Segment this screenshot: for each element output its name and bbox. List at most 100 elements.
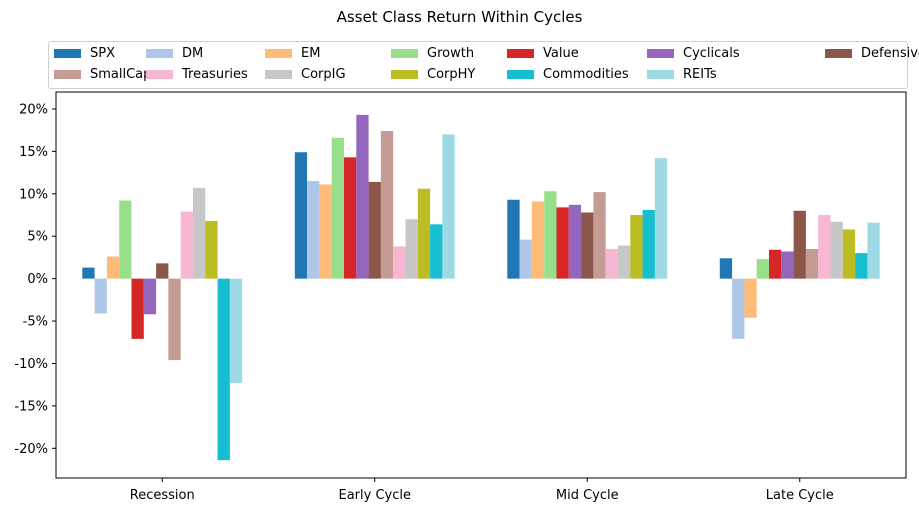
bar-dm-recession [94,278,107,314]
y-tick-label: -20% [14,442,48,457]
bar-defensives-late-cycle [793,210,806,279]
bars-group [82,114,880,461]
legend-label: Commodities [543,67,629,82]
bar-em-late-cycle [744,278,757,318]
legend-swatch [391,70,418,79]
legend-item-cyclicals: Cyclicals [647,46,740,61]
axes-group: -20% -15% -10% -5% 0% 5% 10% 15% 20% Recession Ear… [14,91,907,503]
bar-corpig-early-cycle [405,219,418,279]
bar-commodities-recession [217,278,230,461]
bar-dm-mid-cycle [519,239,532,279]
legend-swatch [391,49,418,58]
bar-value-recession [131,278,144,339]
bar-cyclicals-mid-cycle [568,204,582,279]
bar-value-early-cycle [344,157,357,279]
legend-label: EM [301,46,321,61]
legend-label: Cyclicals [683,46,740,61]
bar-growth-late-cycle [756,259,769,279]
legend-label: SmallCap [90,67,152,82]
bar-reits-recession [229,278,243,383]
legend-label: DM [182,46,204,61]
legend-item-reits: REITs [647,67,717,82]
bar-em-early-cycle [319,184,332,279]
bar-corpig-mid-cycle [618,245,631,279]
y-tick-label: -10% [14,357,48,372]
legend-swatch [54,49,81,58]
y-tick-label: -15% [14,399,48,414]
bar-spx-early-cycle [294,152,308,279]
bar-cyclicals-late-cycle [781,251,794,279]
legend-item-em: EM [265,46,320,61]
bar-commodities-mid-cycle [642,209,655,279]
chart-title: Asset Class Return Within Cycles [336,8,583,26]
bar-smallcap-late-cycle [805,248,819,279]
legend-label: CorpHY [427,67,476,82]
legend-swatch [507,70,534,79]
bar-spx-recession [82,267,95,279]
legend-swatch [265,70,292,79]
plot-frame [55,91,907,479]
bar-growth-recession [119,200,132,279]
bar-corphy-mid-cycle [630,215,643,279]
bar-em-mid-cycle [531,201,545,279]
bar-corphy-recession [205,220,218,279]
bar-defensives-early-cycle [368,181,381,279]
bar-corphy-early-cycle [417,188,431,279]
bar-dm-early-cycle [307,181,320,279]
bar-reits-late-cycle [867,222,880,279]
x-tick-label: Recession [130,488,195,503]
bar-growth-early-cycle [331,137,344,279]
legend-label: Growth [427,46,475,61]
bar-commodities-late-cycle [855,253,868,279]
bar-corpig-recession [193,187,206,279]
bar-cyclicals-recession [143,278,157,315]
legend-item-defensives: Defensives [825,46,919,61]
bar-defensives-mid-cycle [581,212,594,279]
bar-corphy-late-cycle [842,229,856,279]
legend-label: Value [543,46,579,61]
bar-em-recession [106,256,120,279]
legend-item-spx: SPX [54,46,115,61]
bar-treasuries-recession [180,211,193,279]
legend-swatch [146,49,173,58]
y-tick-label: 15% [19,145,48,160]
bar-smallcap-mid-cycle [593,192,606,279]
bar-cyclicals-early-cycle [356,114,369,279]
legend-label: Treasuries [182,67,248,82]
bar-treasuries-mid-cycle [605,248,618,279]
y-tick-label: 5% [27,230,48,245]
legend-swatch [825,49,852,58]
bar-reits-mid-cycle [654,158,668,279]
legend-swatch [647,49,674,58]
legend-item-commodities: Commodities [507,67,629,82]
bar-reits-early-cycle [442,134,455,279]
bar-treasuries-late-cycle [818,215,831,279]
bar-growth-mid-cycle [544,191,557,279]
x-tick-label: Mid Cycle [556,488,619,503]
bar-corpig-late-cycle [830,221,843,279]
legend-swatch [146,70,173,79]
y-tick-label: 20% [19,102,48,117]
y-tick-label: 0% [27,272,48,287]
x-tick-label: Late Cycle [766,488,834,503]
legend-label: CorpIG [301,67,346,82]
legend-item-corphy: CorpHY [391,67,475,82]
legend-label: REITs [683,67,717,82]
bar-smallcap-recession [168,278,181,361]
bar-defensives-recession [156,263,169,279]
bar-spx-mid-cycle [507,199,520,279]
legend-swatch [54,70,81,79]
legend: SPX DM EM Growth Value Cyclicals Defensives Sma… [48,41,919,89]
y-tick-label: -5% [23,315,48,330]
legend-label: SPX [90,46,115,61]
bar-treasuries-early-cycle [393,246,406,279]
legend-swatch [647,70,674,79]
x-tick-label: Early Cycle [339,488,412,503]
legend-item-treasuries: Treasuries [146,67,248,82]
bar-value-late-cycle [769,249,782,279]
bar-commodities-early-cycle [430,224,443,279]
legend-item-smallcap: SmallCap [54,67,151,82]
bar-smallcap-early-cycle [380,131,394,279]
y-tick-label: 10% [19,187,48,202]
legend-swatch [507,49,534,58]
